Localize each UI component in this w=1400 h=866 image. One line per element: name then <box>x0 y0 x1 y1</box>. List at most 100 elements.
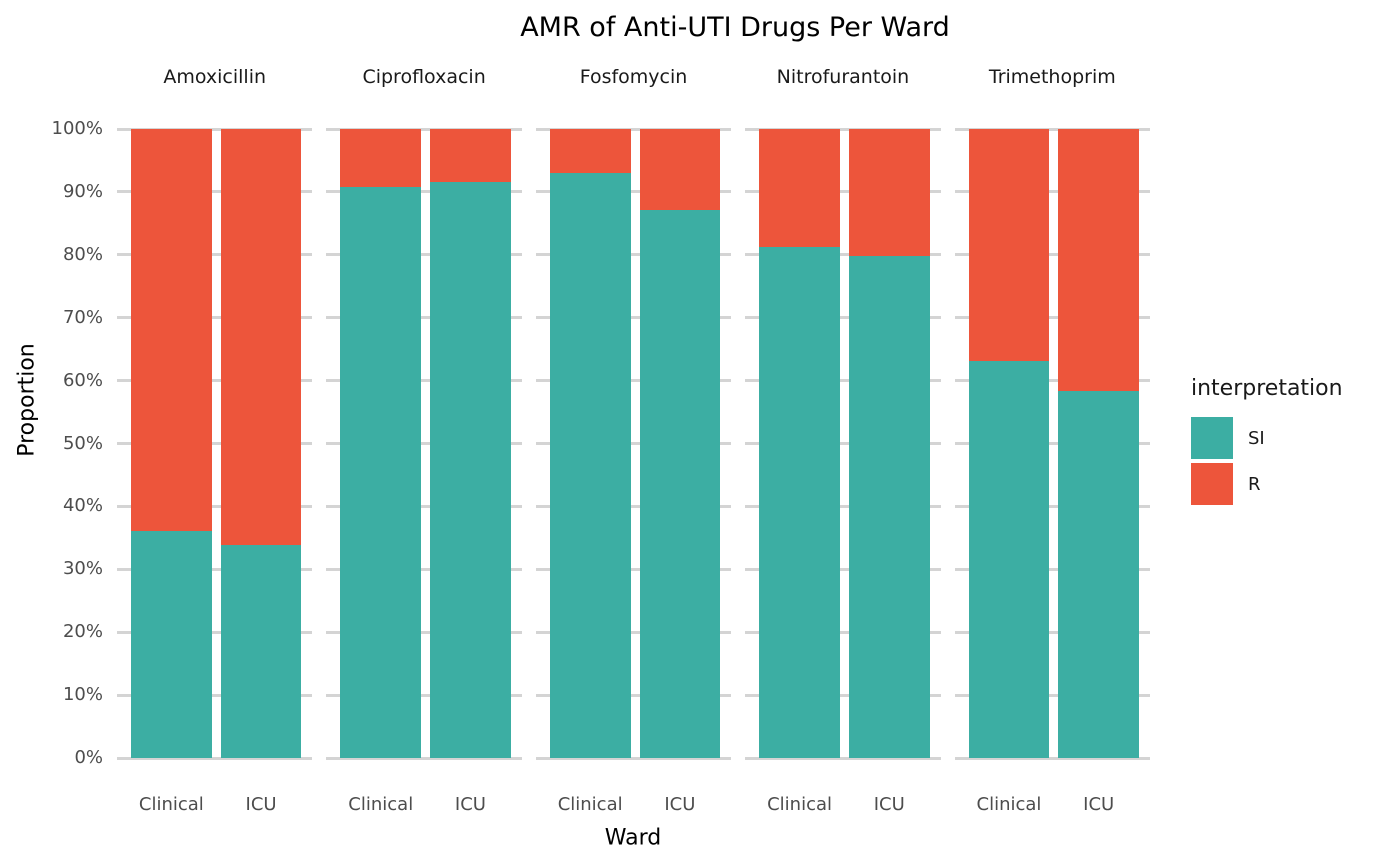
y-tick-label: 10% <box>62 684 103 706</box>
y-tick-label: 50% <box>62 432 103 454</box>
y-tick-label: 70% <box>62 306 103 328</box>
bar-segment-si <box>430 182 511 758</box>
gridline <box>745 630 941 634</box>
gridline <box>326 630 522 634</box>
facet-panel <box>117 127 313 760</box>
bar-segment-si <box>340 186 422 758</box>
gridline <box>535 693 732 697</box>
x-tick-label: Clinical <box>557 794 623 815</box>
gridline <box>326 190 522 194</box>
gridline <box>954 504 1151 508</box>
gridline <box>117 567 313 571</box>
gridline <box>535 504 732 508</box>
gridline <box>954 253 1151 257</box>
gridline <box>326 127 522 131</box>
stacked-bar <box>639 129 721 758</box>
gridline <box>745 504 941 508</box>
gridline <box>326 756 522 760</box>
bar-row <box>745 129 940 758</box>
x-tick-group: Clinical ICU <box>536 792 731 818</box>
gridline <box>535 316 732 320</box>
bar-segment-r <box>549 129 631 174</box>
facet-panel <box>326 127 522 760</box>
y-tick-label: 80% <box>62 243 103 265</box>
stacked-bar <box>968 129 1050 758</box>
gridline <box>326 567 522 571</box>
bar-row <box>955 129 1150 758</box>
x-tick-label: Clinical <box>138 794 204 815</box>
gridline <box>954 379 1151 383</box>
gridline <box>745 253 941 257</box>
gridline <box>745 442 941 445</box>
gridline <box>954 756 1151 760</box>
x-tick-label: ICU <box>1083 794 1115 815</box>
gridline <box>745 127 941 131</box>
stacked-bar <box>549 129 631 758</box>
y-tick-label: 0% <box>74 747 103 768</box>
bar-segment-si <box>759 247 840 758</box>
bar-segment-r <box>220 129 302 546</box>
gridline <box>326 253 522 257</box>
x-tick-label: ICU <box>245 794 277 815</box>
y-axis-tick-labels: 0% 10% 20% 30% 40% 50% 60% 70% 80% 90% 100% <box>20 118 103 768</box>
x-tick-group: Clinical ICU <box>326 792 521 818</box>
legend-title: interpretation <box>1191 376 1343 401</box>
stacked-bar <box>848 129 930 758</box>
stacked-bar <box>131 129 212 758</box>
x-tick-group: Clinical ICU <box>745 792 940 818</box>
bar-segment-r <box>848 129 930 257</box>
chart-title: AMR of Anti-UTI Drugs Per Ward <box>520 12 950 43</box>
gridline <box>326 379 522 383</box>
gridline <box>326 693 522 697</box>
bar-segment-si <box>639 209 721 758</box>
gridline <box>117 253 313 257</box>
bar-segment-si <box>968 361 1050 758</box>
y-tick-label: 60% <box>62 369 103 391</box>
gridline <box>535 190 732 194</box>
facet-panel <box>954 127 1151 760</box>
gridline <box>117 316 313 320</box>
x-axis-title: Ward <box>604 825 662 851</box>
gridline <box>745 379 941 383</box>
bar-segment-r <box>430 129 511 183</box>
stacked-bar <box>430 129 511 758</box>
bar-segment-si <box>131 530 212 758</box>
gridline <box>745 316 941 320</box>
bar-row <box>117 129 312 758</box>
gridline <box>745 693 941 697</box>
gridline <box>117 693 313 697</box>
plot-panels <box>117 127 1151 760</box>
stacked-bar <box>1058 129 1140 758</box>
gridline <box>117 127 313 131</box>
x-tick-label: ICU <box>454 794 486 815</box>
legend: interpretation SI R <box>1191 376 1343 507</box>
gridline <box>117 442 313 445</box>
gridline <box>535 442 732 445</box>
gridline <box>954 693 1151 697</box>
stacked-bar <box>759 129 840 758</box>
legend-label-r: R <box>1248 473 1261 495</box>
gridline <box>954 630 1151 634</box>
x-tick-group: Clinical ICU <box>955 792 1150 818</box>
x-tick-group: Clinical ICU <box>117 792 312 818</box>
gridline <box>117 190 313 194</box>
y-tick-label: 20% <box>62 621 103 643</box>
gridline <box>535 630 732 634</box>
gridline <box>745 756 941 760</box>
legend-item-r: R <box>1191 461 1343 507</box>
bar-segment-r <box>131 129 212 531</box>
x-tick-label: ICU <box>873 794 905 815</box>
legend-label-si: SI <box>1248 427 1265 449</box>
gridline <box>535 127 732 131</box>
bar-segment-si <box>848 256 930 758</box>
gridline <box>954 190 1151 194</box>
bar-segment-r <box>968 129 1050 362</box>
bar-row <box>326 129 521 758</box>
gridline <box>535 567 732 571</box>
y-tick-label: 100% <box>51 118 103 139</box>
gridline <box>117 379 313 383</box>
bar-segment-r <box>1058 129 1140 391</box>
gridline <box>535 756 732 760</box>
x-tick-label: Clinical <box>976 794 1042 815</box>
